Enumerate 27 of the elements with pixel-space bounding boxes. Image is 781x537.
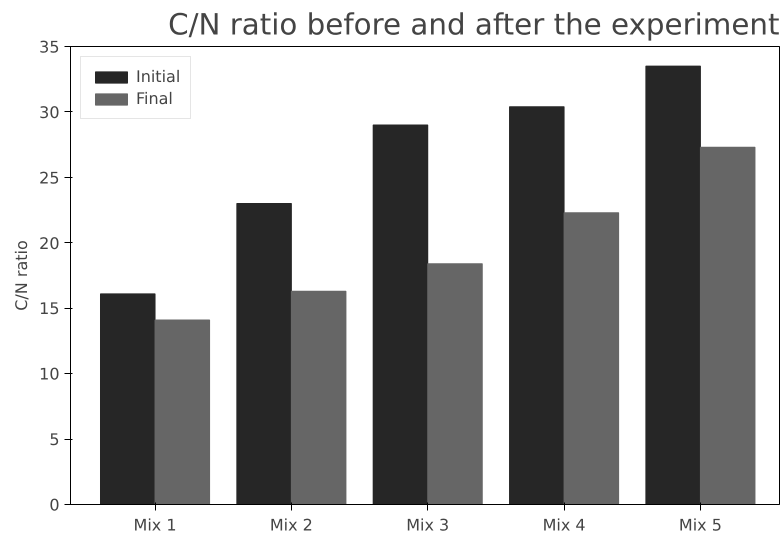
x-tick-label: Mix 3 xyxy=(406,516,450,534)
bar xyxy=(154,319,210,504)
y-tick-label: 25 xyxy=(39,168,60,188)
x-tick-label: Mix 1 xyxy=(134,516,177,534)
y-tick-label: 15 xyxy=(39,299,60,318)
chart-title: C/N ratio before and after the experiment xyxy=(168,8,780,42)
y-axis-title: C/N ratio xyxy=(12,240,32,311)
y-tick-label: 20 xyxy=(39,234,60,253)
x-tick-label: Mix 2 xyxy=(270,516,313,534)
y-tick-label: 35 xyxy=(39,38,60,56)
y-tick-label: 5 xyxy=(49,430,60,450)
y-tick-label: 0 xyxy=(49,496,60,514)
bar xyxy=(236,203,292,504)
bar xyxy=(564,212,620,504)
bar xyxy=(100,293,156,504)
bar xyxy=(645,66,701,504)
legend-label: Final xyxy=(136,89,173,108)
x-tick-label: Mix 5 xyxy=(678,516,722,534)
bar xyxy=(509,106,565,504)
bar xyxy=(372,124,428,504)
bar xyxy=(700,146,756,504)
bar xyxy=(290,290,346,504)
y-tick-label: 30 xyxy=(39,102,60,122)
legend-label: Initial xyxy=(136,67,180,86)
x-tick-label: Mix 4 xyxy=(542,516,586,534)
y-tick-label: 10 xyxy=(39,364,60,384)
bar xyxy=(427,263,483,504)
